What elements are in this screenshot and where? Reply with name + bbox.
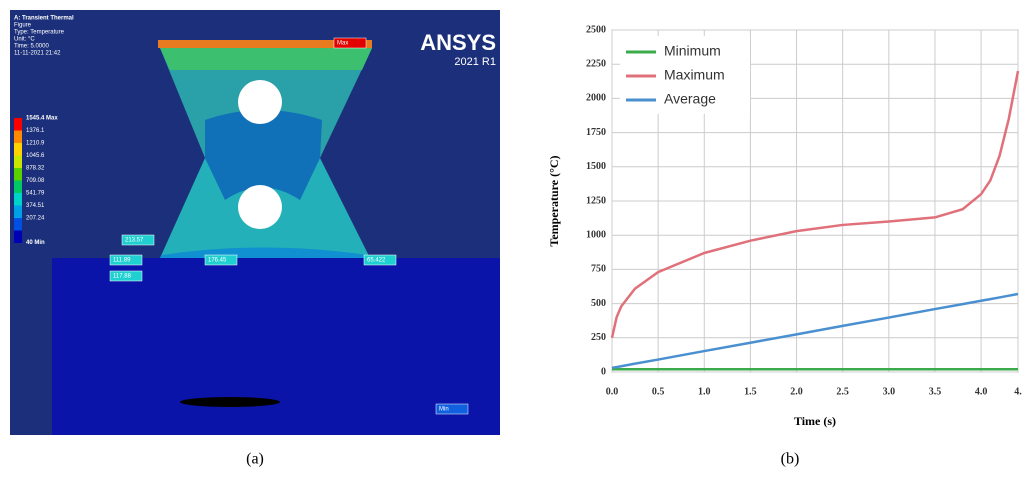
probe-label: Min: [439, 407, 449, 413]
legend-label: 541.79: [26, 191, 45, 197]
hole: [238, 185, 282, 229]
probe-label: 117.88: [113, 274, 132, 280]
legend-label: 1545.4 Max: [26, 116, 58, 122]
probe-label: 65.422: [367, 258, 386, 264]
shadow: [180, 397, 280, 407]
legend-swatch: [14, 231, 22, 244]
x-tick-label: 2.5: [836, 386, 849, 397]
legend-label: 878.32: [26, 166, 45, 172]
probe-label: 213.57: [125, 238, 144, 244]
legend-label: 207.24: [26, 216, 45, 222]
legend-swatch: [14, 156, 22, 169]
x-tick-label: 1.5: [744, 386, 757, 397]
legend-label: 374.51: [26, 203, 45, 209]
legend-swatch: [14, 168, 22, 181]
probe-label: 111.89: [113, 258, 131, 264]
header-line: Type: Temperature: [14, 30, 65, 36]
x-tick-label: 4.0: [975, 386, 988, 397]
x-tick-label: 3.5: [929, 386, 942, 397]
legend-swatch: [14, 193, 22, 206]
y-tick-label: 2000: [586, 93, 606, 104]
y-tick-label: 1000: [586, 229, 606, 240]
version: 2021 R1: [454, 56, 496, 68]
x-tick-label: 3.0: [883, 386, 896, 397]
caption: (a): [246, 451, 264, 468]
probe-label: Max: [337, 41, 348, 47]
legend-label: 40 Min: [26, 240, 45, 246]
y-axis-label: Temperature (°C): [547, 155, 561, 246]
legend-label: Minimum: [664, 43, 721, 59]
header-line: Figure: [14, 23, 32, 29]
y-tick-label: 500: [591, 298, 606, 309]
y-tick-label: 1500: [586, 161, 606, 172]
legend-label: Average: [664, 91, 716, 107]
header-line: A: Transient Thermal: [14, 16, 74, 22]
legend-label: 1045.6: [26, 153, 45, 159]
header-line: 11-11-2021 21:42: [14, 51, 61, 57]
y-tick-label: 1750: [586, 127, 606, 138]
header-line: Time: 5.0000: [14, 44, 49, 50]
y-tick-label: 0: [601, 366, 606, 377]
logo: ANSYS: [420, 30, 496, 55]
hole: [238, 80, 282, 124]
legend-swatch: [14, 118, 22, 131]
legend-swatch: [14, 143, 22, 156]
x-tick-label: 0.0: [606, 386, 619, 397]
legend-swatch: [14, 131, 22, 144]
x-tick-label: 0.5: [652, 386, 665, 397]
y-tick-label: 1250: [586, 195, 606, 206]
x-tick-label: 2.0: [790, 386, 803, 397]
legend-swatch: [14, 218, 22, 231]
page: A: Transient ThermalFigureType: Temperat…: [0, 0, 1022, 479]
legend-label: Maximum: [664, 67, 725, 83]
y-tick-label: 750: [591, 264, 606, 275]
base-block: [52, 258, 500, 435]
x-tick-label: 4.: [1014, 386, 1022, 397]
legend-label: 1210.9: [26, 141, 45, 147]
x-axis-label: Time (s): [794, 414, 836, 428]
top-band: [160, 48, 372, 70]
legend-swatch: [14, 181, 22, 194]
chart: 0 250 500 750 1000 1250 1500 1750 2000 2250 2500 0.…: [547, 24, 1022, 427]
caption: (b): [781, 451, 800, 468]
legend-swatch: [14, 206, 22, 219]
legend-label: 709.08: [26, 178, 45, 184]
legend-label: 1376.1: [26, 128, 45, 134]
probe-label: 176.45: [208, 258, 227, 264]
figure: A: Transient ThermalFigureType: Temperat…: [0, 0, 1022, 474]
x-tick-label: 1.0: [698, 386, 711, 397]
y-tick-label: 2250: [586, 58, 606, 69]
y-tick-label: 2500: [586, 24, 606, 35]
y-tick-label: 250: [591, 332, 606, 343]
header-line: Unit: °C: [14, 37, 35, 43]
